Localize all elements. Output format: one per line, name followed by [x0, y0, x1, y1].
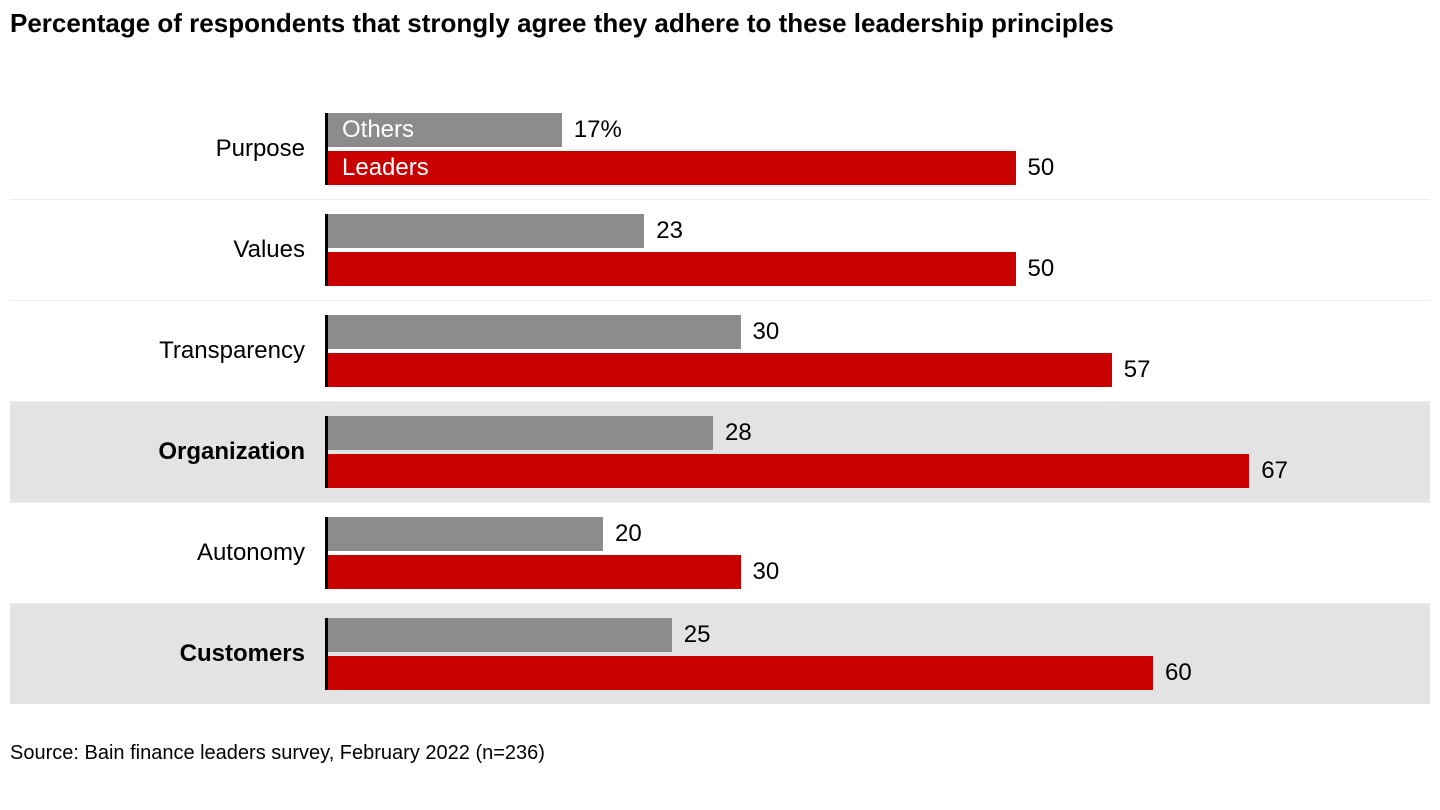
bars-cell: 23 50 [325, 200, 1430, 300]
bar-others [328, 416, 713, 450]
bar-others [328, 618, 672, 652]
chart-row: Transparency 30 57 [10, 300, 1430, 401]
bar-row-leaders: 57 [325, 353, 1430, 387]
series-label-leaders: Leaders [328, 154, 429, 182]
bars-cell: 28 67 [325, 402, 1430, 502]
bars-cell: 25 60 [325, 604, 1430, 704]
bars-cell: Others 17% Leaders 50 [325, 99, 1430, 199]
bar-others [328, 517, 603, 551]
bar-row-others: 30 [325, 315, 1430, 349]
value-label-others: 20 [603, 520, 642, 548]
value-label-leaders: 67 [1249, 457, 1288, 485]
bar-row-others: 28 [325, 416, 1430, 450]
bar-leaders: Leaders [328, 151, 1016, 185]
value-label-others: 28 [713, 419, 752, 447]
bar-leaders [328, 353, 1112, 387]
bar-row-leaders: 67 [325, 454, 1430, 488]
bar-others [328, 315, 741, 349]
bars-cell: 30 57 [325, 301, 1430, 401]
chart-row: Organization 28 67 [10, 401, 1430, 502]
bar-leaders [328, 555, 741, 589]
bar-row-leaders: Leaders 50 [325, 151, 1430, 185]
bar-leaders [328, 656, 1153, 690]
chart-row: PurposeOthers 17% Leaders 50 [10, 99, 1430, 199]
category-label: Autonomy [10, 503, 325, 603]
bars-cell: 2030 [325, 503, 1430, 603]
value-label-leaders: 30 [741, 558, 780, 586]
chart-title: Percentage of respondents that strongly … [10, 8, 1430, 39]
bar-leaders [328, 454, 1249, 488]
value-label-leaders: 50 [1016, 154, 1055, 182]
bar-row-leaders: 50 [325, 252, 1430, 286]
bar-row-others: 23 [325, 214, 1430, 248]
chart-container: Percentage of respondents that strongly … [0, 0, 1440, 765]
bar-others: Others [328, 113, 562, 147]
category-label: Values [10, 200, 325, 300]
bar-row-others: Others 17% [325, 113, 1430, 147]
value-label-others: 30 [741, 318, 780, 346]
category-label: Transparency [10, 301, 325, 401]
bar-others [328, 214, 644, 248]
chart-rows: PurposeOthers 17% Leaders 50 Values 23 50 Trans… [10, 99, 1430, 704]
chart-row: Customers 25 60 [10, 603, 1430, 704]
value-label-leaders: 50 [1016, 255, 1055, 283]
chart-row: Autonomy2030 [10, 502, 1430, 603]
category-label: Customers [10, 604, 325, 704]
category-label: Purpose [10, 99, 325, 199]
value-label-leaders: 60 [1153, 659, 1192, 687]
category-label: Organization [10, 402, 325, 502]
bar-leaders [328, 252, 1016, 286]
value-label-others: 25 [672, 621, 711, 649]
chart-row: Values 23 50 [10, 199, 1430, 300]
bar-row-others: 25 [325, 618, 1430, 652]
value-label-others: 17% [562, 116, 622, 144]
bar-row-leaders: 60 [325, 656, 1430, 690]
value-label-others: 23 [644, 217, 683, 245]
series-label-others: Others [328, 116, 414, 144]
bar-row-leaders: 30 [325, 555, 1430, 589]
value-label-leaders: 57 [1112, 356, 1151, 384]
bar-row-others: 20 [325, 517, 1430, 551]
chart-source: Source: Bain finance leaders survey, Feb… [10, 742, 1430, 765]
